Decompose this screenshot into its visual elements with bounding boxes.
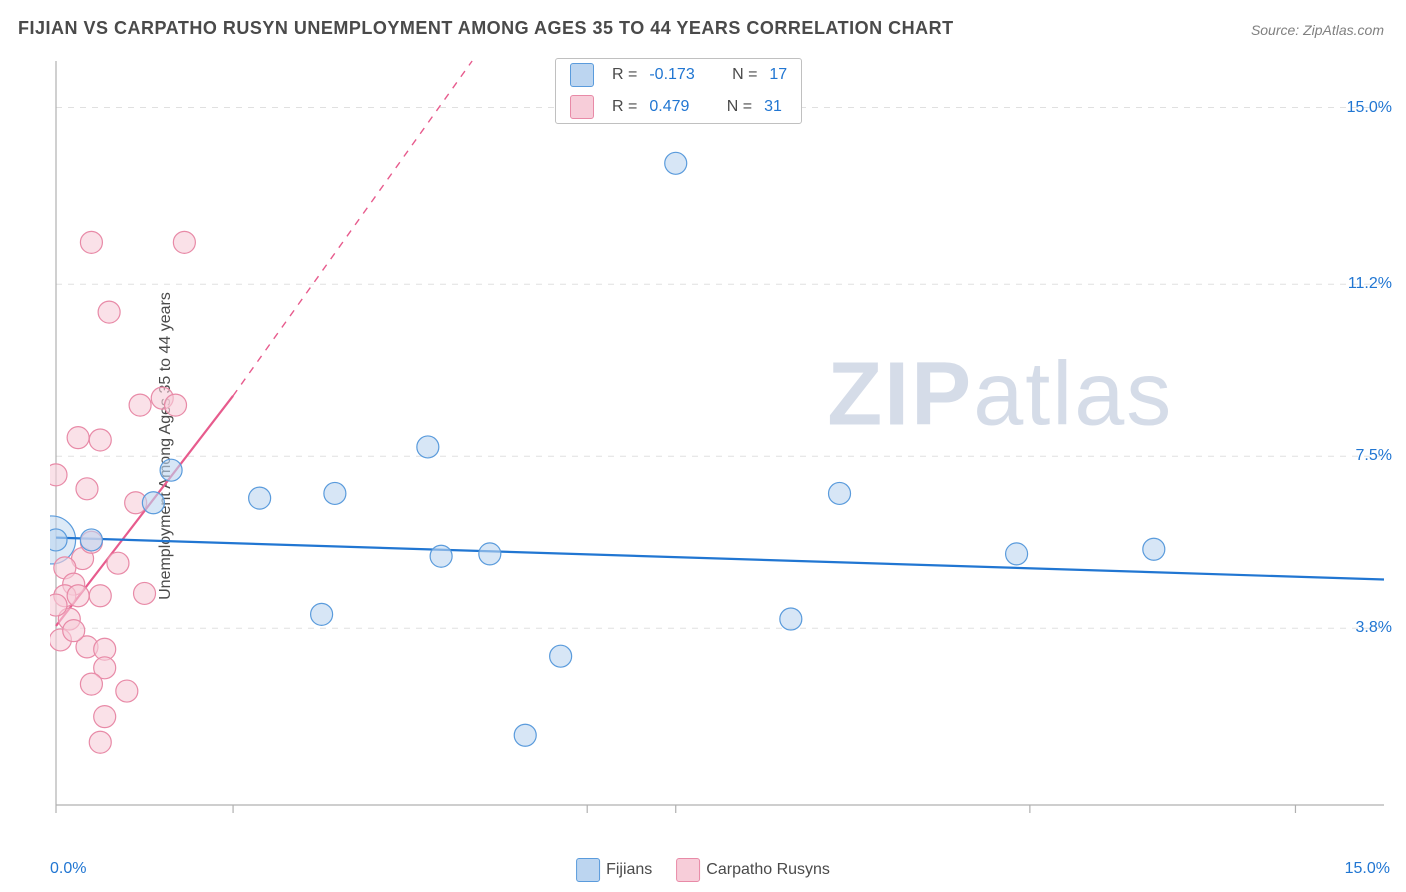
stat-r: 0.479	[649, 98, 689, 116]
point-carpatho	[116, 680, 138, 702]
point-carpatho	[173, 231, 195, 253]
point-carpatho	[63, 620, 85, 642]
point-carpatho	[67, 427, 89, 449]
y-tick-label: 3.8%	[1356, 619, 1392, 637]
point-carpatho	[107, 552, 129, 574]
point-fijians	[829, 482, 851, 504]
point-fijians	[160, 459, 182, 481]
stats-box: R = -0.173 N = 17R = 0.479 N = 31	[555, 58, 802, 124]
chart-title: FIJIAN VS CARPATHO RUSYN UNEMPLOYMENT AM…	[18, 18, 954, 39]
point-carpatho	[129, 394, 151, 416]
watermark: ZIPatlas	[827, 345, 1173, 445]
legend-label: Carpatho Rusyns	[706, 861, 830, 879]
point-carpatho	[94, 706, 116, 728]
point-carpatho	[165, 394, 187, 416]
y-tick-label: 7.5%	[1356, 447, 1392, 465]
point-fijians	[514, 724, 536, 746]
legend: Fijians Carpatho Rusyns	[576, 858, 830, 882]
point-fijians	[417, 436, 439, 458]
point-fijians	[1143, 538, 1165, 560]
legend-item-fijians: Fijians	[576, 858, 652, 882]
y-tick-label: 11.2%	[1348, 275, 1392, 293]
y-tick-label: 15.0%	[1347, 99, 1392, 117]
point-fijians	[142, 492, 164, 514]
point-carpatho	[89, 429, 111, 451]
legend-swatch-pink	[676, 858, 700, 882]
point-fijians	[665, 152, 687, 174]
point-fijians	[430, 545, 452, 567]
stats-swatch-blue	[570, 63, 594, 87]
x-axis-max-label: 15.0%	[1345, 860, 1390, 878]
point-fijians	[550, 645, 572, 667]
stat-n: 17	[769, 66, 787, 84]
point-fijians	[249, 487, 271, 509]
point-fijians	[780, 608, 802, 630]
stat-n: 31	[764, 98, 782, 116]
point-fijians	[80, 529, 102, 551]
scatter-chart: ZIPatlas	[50, 55, 1390, 825]
point-carpatho	[89, 585, 111, 607]
point-fijians	[1006, 543, 1028, 565]
regression-line-fijians	[56, 538, 1384, 580]
point-fijians	[311, 603, 333, 625]
point-carpatho	[80, 673, 102, 695]
point-carpatho	[98, 301, 120, 323]
stats-row: R = -0.173 N = 17	[556, 59, 801, 91]
point-carpatho	[134, 582, 156, 604]
point-carpatho	[80, 231, 102, 253]
source-label: Source: ZipAtlas.com	[1251, 22, 1384, 38]
x-axis-min-label: 0.0%	[50, 860, 86, 878]
point-carpatho	[67, 585, 89, 607]
point-fijians	[324, 482, 346, 504]
point-carpatho	[76, 478, 98, 500]
point-carpatho	[89, 731, 111, 753]
legend-item-carpatho: Carpatho Rusyns	[676, 858, 830, 882]
legend-label: Fijians	[606, 861, 652, 879]
regression-line-carpatho-extrap	[233, 61, 472, 396]
point-carpatho	[50, 594, 67, 616]
stat-r: -0.173	[649, 66, 694, 84]
stats-swatch-pink	[570, 95, 594, 119]
stats-row: R = 0.479 N = 31	[556, 91, 801, 123]
point-carpatho	[50, 464, 67, 486]
point-fijians	[479, 543, 501, 565]
point-fijians	[50, 529, 67, 551]
legend-swatch-blue	[576, 858, 600, 882]
